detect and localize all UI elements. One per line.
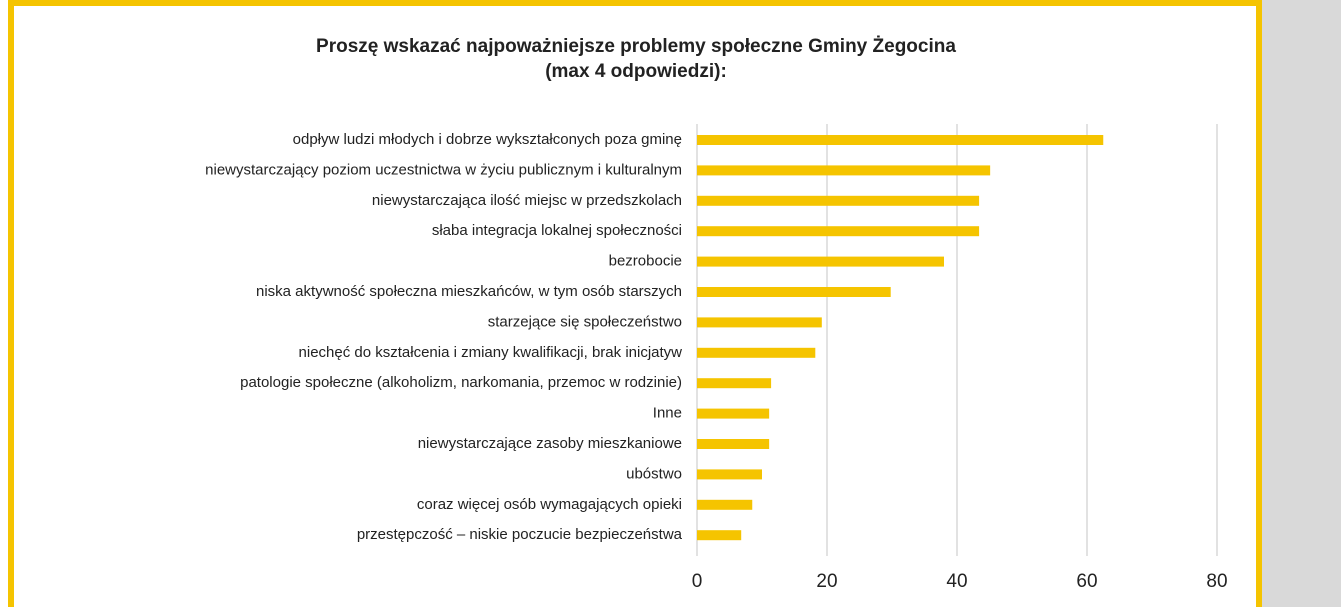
bar	[697, 317, 822, 328]
chart-frame	[8, 0, 1262, 607]
bar	[697, 439, 770, 449]
x-tick-label: 60	[1076, 571, 1097, 592]
bar	[697, 195, 980, 206]
category-label: odpływ ludzi młodych i dobrze wykształco…	[293, 131, 682, 148]
bar	[697, 226, 980, 237]
bar	[697, 347, 816, 358]
x-tick-label: 40	[946, 571, 967, 592]
category-label: niewystarczające zasoby mieszkaniowe	[418, 435, 682, 452]
category-label: niechęć do kształcenia i zmiany kwalifik…	[299, 344, 683, 361]
category-label: coraz więcej osób wymagających opieki	[417, 496, 682, 513]
category-label: patologie społeczne (alkoholizm, narkoma…	[240, 374, 682, 391]
category-label: bezrobocie	[609, 253, 682, 270]
category-label: starzejące się społeczeństwo	[488, 313, 682, 330]
bar	[697, 378, 772, 389]
x-tick-label: 80	[1206, 571, 1227, 592]
category-label: ubóstwo	[626, 465, 682, 482]
bar	[697, 287, 891, 297]
category-label: Inne	[653, 405, 682, 422]
category-label: niska aktywność społeczna mieszkańców, w…	[256, 283, 682, 300]
bar	[697, 499, 753, 510]
bar	[697, 408, 770, 419]
category-label: słaba integracja lokalnej społeczności	[432, 222, 682, 239]
chart-title: Proszę wskazać najpoważniejsze problemy …	[316, 36, 956, 57]
category-label: niewystarczający poziom uczestnictwa w ż…	[205, 161, 682, 178]
category-label: przestępczość – niskie poczucie bezpiecz…	[357, 526, 683, 543]
x-tick-label: 20	[816, 571, 837, 592]
bar	[697, 256, 944, 267]
chart-subtitle: (max 4 odpowiedzi):	[545, 61, 727, 82]
bar	[697, 530, 742, 541]
bar	[697, 469, 762, 480]
side-panel	[1262, 0, 1341, 607]
x-tick-label: 0	[692, 571, 703, 592]
category-label: niewystarczająca ilość miejsc w przedszk…	[372, 192, 682, 209]
bar	[697, 165, 991, 176]
bar	[697, 135, 1104, 145]
